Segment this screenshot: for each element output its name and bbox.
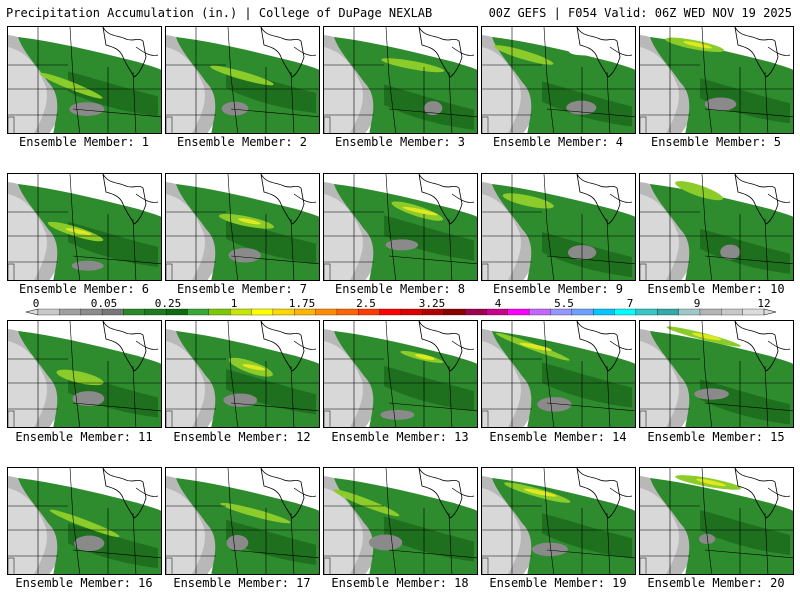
precip-map-image (482, 174, 635, 280)
colorbar-tick-label: 5.5 (554, 297, 574, 310)
ensemble-member-label: Ensemble Member: 4 (492, 135, 624, 149)
ensemble-member-label: Ensemble Member: 17 (173, 576, 311, 590)
colorbar-tick-label: 0.25 (154, 297, 182, 310)
precip-map-image (640, 27, 793, 133)
precip-map-image (166, 468, 319, 574)
colorbar-swatch (507, 308, 530, 316)
ensemble-member-map (165, 320, 320, 428)
colorbar-tick-label: 1 (230, 297, 238, 310)
colorbar-swatch (379, 308, 402, 316)
ensemble-member-map (481, 26, 636, 134)
precip-map-image (482, 27, 635, 133)
colorbar-swatch (315, 308, 338, 316)
precip-map-image (324, 27, 477, 133)
colorbar-tick-label: 3.25 (418, 297, 446, 310)
run-info: 00Z GEFS | F054 Valid: 06Z WED NOV 19 20… (488, 6, 792, 20)
precip-map-image (640, 321, 793, 427)
precip-map-image (324, 174, 477, 280)
ensemble-member-label: Ensemble Member: 3 (334, 135, 466, 149)
precip-map-image (324, 321, 477, 427)
ensemble-member-label: Ensemble Member: 5 (650, 135, 782, 149)
precip-map-image (482, 321, 635, 427)
precip-map-image (166, 174, 319, 280)
colorbar-tick-label: 2.5 (356, 297, 376, 310)
precip-map-image (640, 174, 793, 280)
ensemble-member-label: Ensemble Member: 6 (18, 282, 150, 296)
colorbar-swatch (123, 308, 146, 316)
colorbar-tick-label: 1.75 (288, 297, 316, 310)
ensemble-member-map (481, 467, 636, 575)
colorbar-tick-label: 4 (494, 297, 502, 310)
colorbar-tick-label: 9 (693, 297, 701, 310)
colorbar-swatch (37, 308, 60, 316)
ensemble-member-map (639, 320, 794, 428)
colorbar-swatch (251, 308, 274, 316)
ensemble-member-map (7, 173, 162, 281)
precip-colorbar (25, 308, 777, 316)
colorbar-tick-label: 7 (626, 297, 634, 310)
ensemble-member-label: Ensemble Member: 2 (176, 135, 308, 149)
precip-map-image (8, 468, 161, 574)
precip-map-image (640, 468, 793, 574)
ensemble-member-label: Ensemble Member: 14 (489, 430, 627, 444)
colorbar-swatch (208, 308, 231, 316)
ensemble-member-map (323, 26, 478, 134)
ensemble-member-map (639, 26, 794, 134)
colorbar-swatch (571, 308, 594, 316)
colorbar-tick-label: 0 (32, 297, 40, 310)
precip-map-image (166, 321, 319, 427)
precip-map-image (8, 174, 161, 280)
colorbar-swatch (443, 308, 466, 316)
colorbar-tick-label: 0.05 (90, 297, 118, 310)
map-title: Precipitation Accumulation (in.) | Colle… (6, 6, 433, 20)
colorbar-swatch (721, 308, 744, 316)
precip-map-image (8, 321, 161, 427)
ensemble-member-label: Ensemble Member: 1 (18, 135, 150, 149)
ensemble-member-map (165, 173, 320, 281)
ensemble-member-map (323, 173, 478, 281)
ensemble-member-map (165, 26, 320, 134)
ensemble-member-label: Ensemble Member: 10 (647, 282, 785, 296)
ensemble-member-map (7, 320, 162, 428)
ensemble-member-label: Ensemble Member: 18 (331, 576, 469, 590)
ensemble-member-label: Ensemble Member: 19 (489, 576, 627, 590)
colorbar-swatch (593, 308, 615, 316)
precip-map-image (166, 27, 319, 133)
ensemble-member-map (323, 320, 478, 428)
colorbar-swatch (59, 308, 82, 316)
ensemble-member-label: Ensemble Member: 9 (492, 282, 624, 296)
ensemble-member-map (7, 26, 162, 134)
precip-map-image (482, 468, 635, 574)
colorbar-right-arrow (763, 308, 777, 316)
precip-map-image (8, 27, 161, 133)
colorbar-swatch (187, 308, 210, 316)
ensemble-member-map (165, 467, 320, 575)
ensemble-member-label: Ensemble Member: 20 (647, 576, 785, 590)
colorbar-swatch (635, 308, 658, 316)
ensemble-member-label: Ensemble Member: 15 (647, 430, 785, 444)
ensemble-member-label: Ensemble Member: 8 (334, 282, 466, 296)
colorbar-swatch (699, 308, 722, 316)
colorbar-swatch (657, 308, 680, 316)
ensemble-member-map (481, 320, 636, 428)
ensemble-member-label: Ensemble Member: 12 (173, 430, 311, 444)
ensemble-member-label: Ensemble Member: 7 (176, 282, 308, 296)
ensemble-member-map (323, 467, 478, 575)
ensemble-member-label: Ensemble Member: 13 (331, 430, 469, 444)
colorbar-tick-label: 12 (757, 297, 771, 310)
colorbar-swatch (528, 308, 551, 316)
ensemble-member-map (481, 173, 636, 281)
precip-map-image (324, 468, 477, 574)
ensemble-member-map (639, 467, 794, 575)
ensemble-member-label: Ensemble Member: 11 (15, 430, 153, 444)
ensemble-member-map (639, 173, 794, 281)
ensemble-member-map (7, 467, 162, 575)
colorbar-swatch (464, 308, 487, 316)
ensemble-member-label: Ensemble Member: 16 (15, 576, 153, 590)
